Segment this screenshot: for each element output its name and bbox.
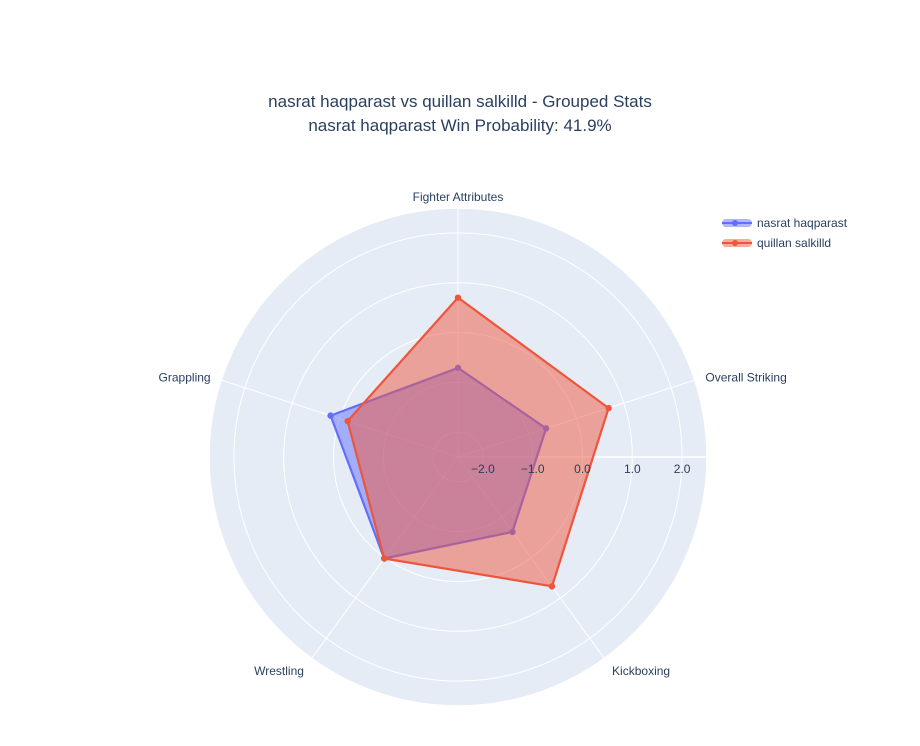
category-label-wrestling: Wrestling xyxy=(254,664,304,678)
data-point-marker[interactable] xyxy=(327,412,334,419)
category-label-kickboxing: Kickboxing xyxy=(612,664,670,678)
chart-title-line1: nasrat haqparast vs quillan salkilld - G… xyxy=(268,92,652,111)
data-point-marker[interactable] xyxy=(381,555,388,562)
legend-item-1[interactable]: quillan salkilld xyxy=(722,233,847,252)
legend-label: nasrat haqparast xyxy=(757,215,848,230)
radial-tick-label: 1.0 xyxy=(624,462,641,476)
data-point-marker[interactable] xyxy=(344,417,351,425)
chart-title-line2: nasrat haqparast Win Probability: 41.9% xyxy=(308,116,612,135)
radial-tick-label: −1.0 xyxy=(521,462,545,476)
legend-label: quillan salkilld xyxy=(757,235,832,250)
legend-item-0[interactable]: nasrat haqparast xyxy=(722,213,847,232)
trace-quillan-salkilld xyxy=(346,296,610,588)
category-label-grappling: Grappling xyxy=(159,371,211,385)
radial-tick-label: 0.0 xyxy=(574,462,591,476)
category-label-fighter-attributes: Fighter Attributes xyxy=(413,190,504,204)
data-point-marker[interactable] xyxy=(454,294,462,301)
radial-tick-label: −2.0 xyxy=(471,462,495,476)
legend-swatch-icon xyxy=(722,237,752,249)
chart-title: nasrat haqparast vs quillan salkilld - G… xyxy=(0,90,920,138)
radial-tick-label: 2.0 xyxy=(674,462,691,476)
data-point-marker[interactable] xyxy=(605,404,612,412)
data-point-marker[interactable] xyxy=(548,583,556,590)
legend: nasrat haqparast quillan salkilld xyxy=(722,213,847,252)
legend-swatch-icon xyxy=(722,217,752,229)
category-label-overall-striking: Overall Striking xyxy=(705,371,786,385)
